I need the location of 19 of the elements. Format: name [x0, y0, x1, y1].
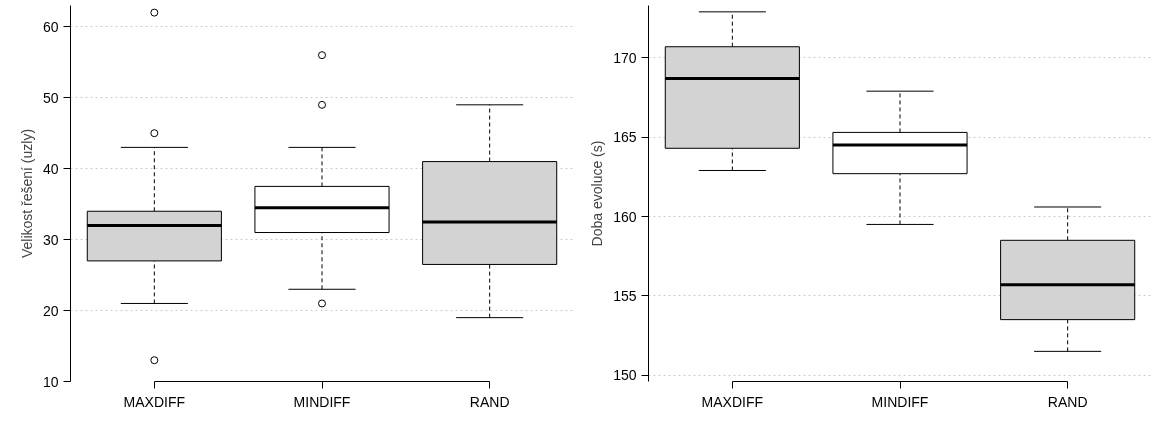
y-tick-label: 165 — [613, 129, 637, 146]
y-tick-label: 40 — [42, 160, 59, 177]
y-tick-label: 150 — [613, 367, 637, 384]
x-tick-label: RAND — [469, 393, 510, 410]
y-tick-label: 50 — [42, 89, 59, 106]
y-tick-label: 160 — [613, 208, 637, 225]
x-tick-label: MINDIFF — [871, 393, 929, 410]
y-tick-label: 155 — [613, 287, 637, 304]
y-tick-label: 10 — [42, 373, 59, 390]
y-tick-label: 30 — [42, 231, 59, 248]
y-tick-label: 60 — [42, 18, 59, 35]
y-tick-label: 170 — [613, 49, 637, 66]
x-tick-label: MAXDIFF — [701, 393, 764, 410]
x-tick-label: MINDIFF — [293, 393, 351, 410]
y-axis-title: Velikost řešení (uzly) — [18, 128, 35, 259]
y-tick-label: 20 — [42, 302, 59, 319]
x-tick-label: MAXDIFF — [123, 393, 186, 410]
x-tick-label: RAND — [1047, 393, 1088, 410]
y-axis-title: Doba evoluce (s) — [589, 140, 606, 247]
